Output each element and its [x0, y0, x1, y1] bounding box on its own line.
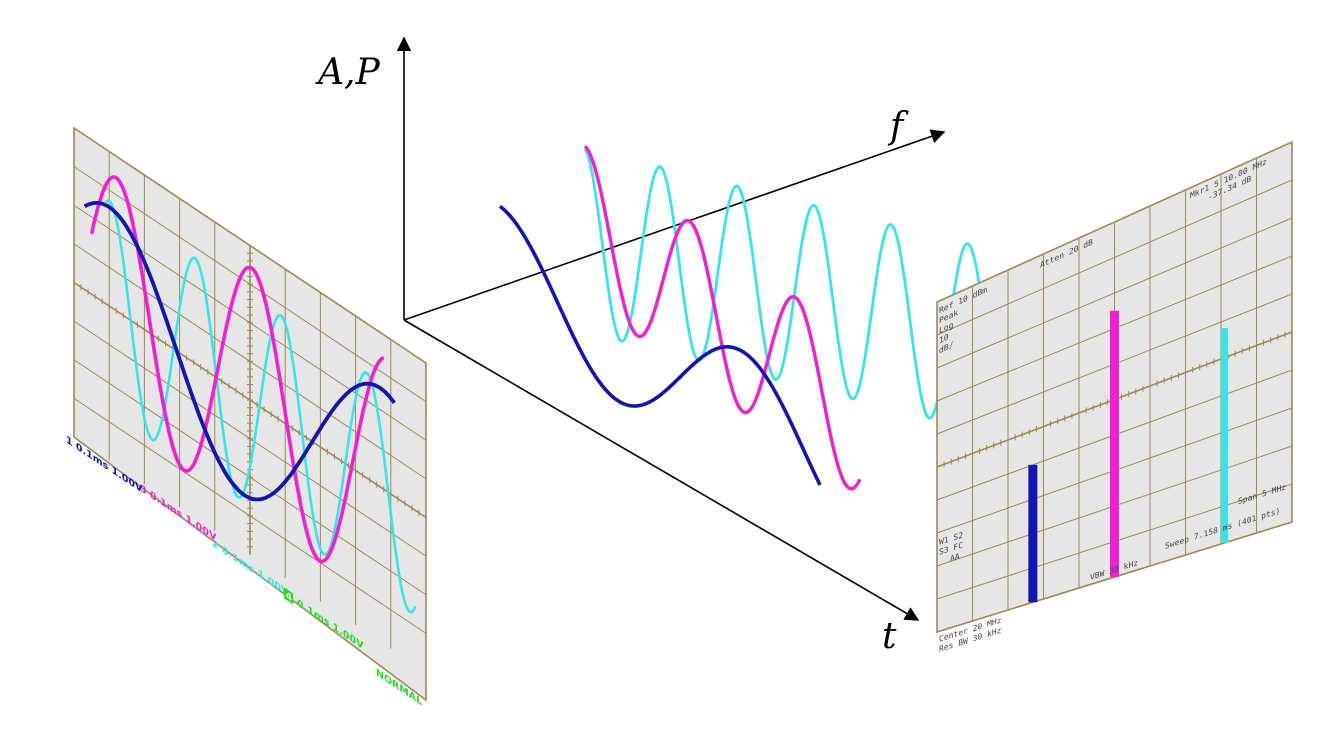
oscilloscope-channel-2-trace	[104, 199, 417, 614]
vertical-axis-label: A,P	[315, 52, 380, 93]
time-axis-label: t	[882, 616, 897, 657]
channel-4-number: 4	[286, 589, 293, 604]
center-waveforms	[498, 144, 987, 491]
frequency-axis-label: f	[887, 106, 909, 147]
oscilloscope-channel-1-trace	[83, 201, 396, 502]
center-cyan-wave	[583, 148, 987, 420]
oscilloscope-channel-3-trace	[89, 175, 385, 564]
spectrum-bars	[1028, 310, 1229, 603]
spectrum-grid	[936, 158, 1293, 621]
spectrum-grid-line	[936, 179, 1293, 336]
center-magenta-wave	[583, 144, 862, 491]
scale-value-label: 10	[939, 331, 949, 345]
spectrum-grid-line	[936, 217, 1293, 369]
channel-4-badge	[284, 587, 293, 605]
oscilloscope-grid	[73, 151, 427, 649]
oscilloscope-panel: 1 0.1ms 1.00V 3 0.1ms 1.00V 2 0.1ms 1.00…	[66, 126, 427, 708]
spectrum-panel: Mkr1 5 10.00 MHz -37.34 dB Atten 20 dB R…	[936, 140, 1293, 654]
time-axis	[403, 319, 920, 621]
aa-label: AA	[950, 551, 960, 564]
oscilloscope-waveforms	[83, 175, 417, 614]
center-blue-wave	[498, 204, 822, 486]
